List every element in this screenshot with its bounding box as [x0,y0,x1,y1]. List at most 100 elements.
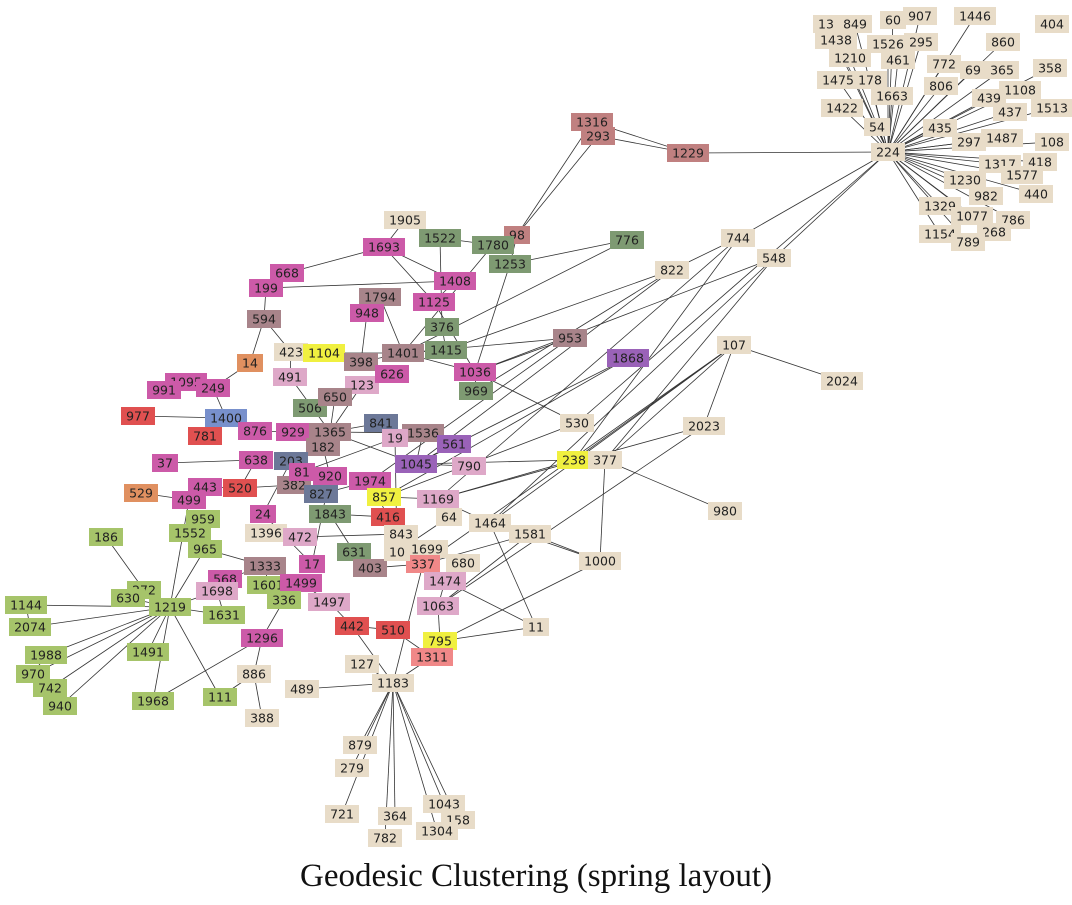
graph-node: 1968 [132,692,174,710]
graph-node-box [446,554,480,572]
graph-node-box [838,15,872,33]
graph-node: 358 [1033,59,1067,77]
graph-edge [265,280,456,289]
graph-node: 127 [345,655,379,673]
graph-node-label: 13 [818,17,834,32]
graph-node-box [132,692,174,710]
graph-node-label: 123 [350,378,374,393]
graph-node-label: 1396 [250,526,282,541]
graph-node-label: 1210 [834,51,866,66]
graph-node: 1408 [434,272,476,290]
graph-node-label: 1698 [201,584,233,599]
graph-node-label: 24 [255,507,271,522]
graph-node: 561 [437,435,471,453]
graph-node: 744 [721,229,755,247]
graph-node: 1487 [981,129,1023,147]
graph-node: 404 [1035,15,1069,33]
graph-node-box [16,665,50,683]
graph-node-box [308,593,350,611]
graph-node-label: 416 [376,510,400,525]
graph-node-label: 1581 [514,527,546,542]
graph-node-box [289,463,315,481]
graph-node-label: 721 [330,807,354,822]
graph-node: 1253 [489,255,531,273]
graph-node: 2074 [9,618,51,636]
graph-node: 1491 [127,643,169,661]
graph-node-label: 423 [279,345,303,360]
graph-node-label: 857 [372,490,396,505]
graph-node-label: 1296 [246,631,278,646]
graph-node-label: 442 [340,619,364,634]
graph-node-box [205,409,247,427]
graph-node-box [267,591,301,609]
graph-node-label: 841 [369,416,393,431]
graph-node-box [382,429,408,447]
graph-node-box [509,525,551,543]
graph-node: 1631 [203,606,245,624]
graph-node-label: 1988 [30,648,62,663]
graph-edge [887,59,899,153]
graph-node-label: 1499 [285,576,317,591]
graph-node-box [655,261,689,279]
graph-node-box [325,805,359,823]
graph-node-box [5,596,47,614]
graph-edge [474,257,775,373]
graph-edge [301,437,396,473]
graph-node-label: 1036 [459,365,491,380]
graph-node: 631 [337,543,371,561]
graph-node-box [867,35,909,53]
graph-node-label: 1304 [421,824,453,839]
graph-node-label: 377 [593,453,617,468]
graph-node-box [986,33,1020,51]
graph-node: 1422 [821,99,863,117]
graph-edge [415,269,673,465]
graph-node-label: 1438 [820,33,852,48]
graph-edge [445,269,673,351]
graph-node: 1000 [579,552,621,570]
graph-node-label: 1329 [924,199,956,214]
graph-node-box [359,288,401,306]
graph-node-label: 1513 [1036,101,1068,116]
graph-node-label: 1552 [174,526,206,541]
graph-node-label: 19 [387,431,403,446]
graph-node-box [33,679,67,697]
graph-node-box [981,129,1023,147]
graph-node-box [607,349,649,367]
graph-edge [25,604,171,608]
graph-node-box [881,51,915,69]
graph-node: 416 [371,508,405,526]
graph-node: 1230 [944,171,986,189]
graph-edge [59,606,171,707]
figure-caption: Geodesic Clustering (spring layout) [300,858,772,894]
graph-edge [392,682,396,817]
graph-node: 1905 [384,211,426,229]
graph-node: 953 [553,329,587,347]
graph-node-box [127,643,169,661]
graph-node: 982 [969,187,1003,205]
graph-node-label: 1333 [249,559,281,574]
graph-node-label: 403 [358,561,382,576]
graph-node-box [436,508,462,526]
graph-node-box [610,231,644,249]
graph-node-label: 295 [909,35,933,50]
graph-node-box [717,336,751,354]
graph-node: 37 [152,454,178,472]
graph-node: 2024 [821,372,863,390]
graph-edge [773,151,889,259]
graph-node-box [903,7,937,25]
graph-node: 1311 [411,648,453,666]
graph-node: 111 [203,688,237,706]
graph-node-label: 980 [713,504,737,519]
graph-node: 668 [270,264,304,282]
graph-node-box [343,736,377,754]
graph-node-label: 472 [288,530,312,545]
graph-node-label: 54 [869,120,885,135]
graph-node: 1497 [308,593,350,611]
graph-node: 1522 [419,229,461,247]
graph-node-label: 970 [21,667,45,682]
graph-node-box [172,491,206,509]
graph-node-label: 186 [94,530,118,545]
graph-node-box [244,557,286,575]
graph-node: 1154 [919,225,961,243]
graph-node: 439 [972,89,1006,107]
